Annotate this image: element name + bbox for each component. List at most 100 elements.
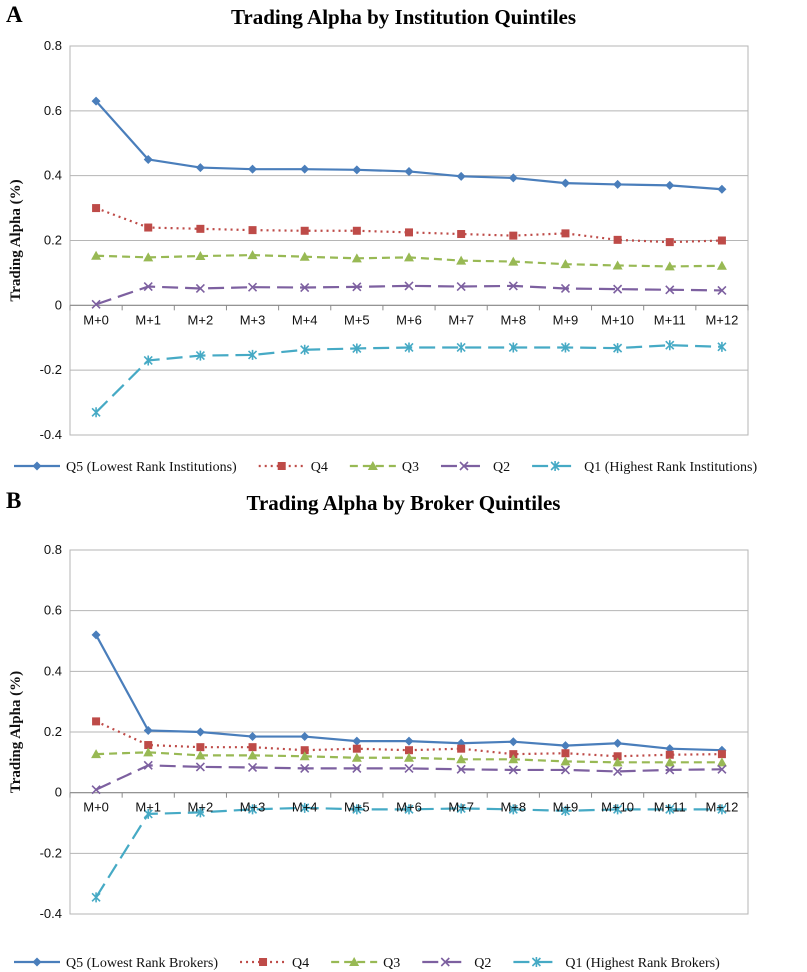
data-point: [508, 342, 518, 353]
panel-letter: A: [6, 2, 23, 27]
data-point: [456, 342, 466, 353]
data-point: [456, 803, 466, 814]
data-point: [716, 260, 727, 270]
series: [91, 96, 727, 194]
data-point: [247, 250, 258, 260]
legend-marker: [32, 461, 42, 471]
data-point: [91, 785, 101, 795]
data-point: [91, 250, 102, 260]
x-tick-label: M+1: [135, 312, 161, 327]
data-point: [300, 282, 310, 293]
data-point: [560, 765, 571, 775]
data-point: [665, 744, 675, 754]
panel-b: B Trading Alpha by Broker Quintiles -0.4…: [0, 486, 807, 972]
data-point: [143, 252, 154, 262]
x-tick-label: M+11: [654, 312, 686, 327]
data-point: [613, 343, 623, 354]
data-point: [560, 741, 570, 751]
data-point: [352, 736, 362, 746]
x-tick-label: M+12: [705, 312, 738, 327]
data-point: [508, 804, 518, 815]
series: [92, 717, 726, 761]
data-point: [404, 166, 414, 176]
legend-label: Q1 (Highest Rank Institutions): [584, 460, 757, 475]
legend-label: Q4: [311, 460, 328, 475]
data-point: [560, 342, 571, 353]
legend-label: Q3: [383, 956, 400, 971]
legend-label: Q5 (Lowest Rank Brokers): [66, 956, 218, 971]
data-point: [613, 284, 623, 294]
y-tick-label: -0.4: [40, 427, 62, 442]
data-point: [195, 163, 205, 173]
data-point: [457, 744, 466, 753]
data-point: [143, 154, 153, 164]
data-point: [560, 259, 571, 269]
data-point: [195, 762, 205, 772]
data-point: [508, 765, 518, 775]
x-tick-label: M+10: [601, 800, 634, 815]
data-point: [612, 260, 623, 270]
data-point: [404, 763, 414, 773]
data-point: [612, 757, 623, 767]
y-tick-label: -0.4: [40, 906, 62, 921]
data-point: [405, 228, 413, 237]
x-tick-label: M+6: [396, 800, 422, 815]
x-tick-label: M+6: [396, 312, 422, 327]
data-point: [352, 343, 362, 354]
panel-a: A Trading Alpha by Institution Quintiles…: [6, 2, 757, 475]
data-point: [247, 804, 258, 815]
y-tick-label: 0.2: [44, 233, 62, 248]
data-point: [665, 804, 675, 815]
data-point: [404, 752, 414, 762]
data-point: [613, 752, 622, 761]
data-point: [509, 231, 518, 240]
data-point: [613, 179, 623, 189]
y-tick-label: -0.2: [40, 362, 62, 377]
data-point: [456, 255, 467, 265]
y-tick-label: 0.8: [44, 542, 62, 557]
data-point: [300, 344, 310, 355]
data-point: [300, 732, 310, 742]
legend-label: Q1 (Highest Rank Brokers): [565, 956, 720, 971]
y-tick-label: 0.8: [44, 38, 62, 53]
data-point: [352, 226, 361, 235]
data-point: [299, 251, 310, 261]
legend-marker: [440, 957, 450, 967]
data-point: [717, 804, 727, 815]
x-tick-label: M+11: [654, 800, 686, 815]
data-point: [196, 743, 205, 752]
legend-label: Q4: [292, 956, 309, 971]
data-point: [300, 746, 309, 755]
series: [91, 281, 727, 309]
data-point: [247, 282, 258, 292]
data-point: [404, 804, 414, 815]
data-point: [560, 283, 571, 294]
data-point: [195, 727, 205, 737]
data-point: [664, 757, 675, 767]
x-tick-label: M+5: [344, 800, 370, 815]
panel-letter: B: [6, 488, 22, 513]
legend-label: Q2: [493, 460, 510, 475]
line-chart-b: -0.4 -0.2 0 0.2 0.4 0.6 0.8 M+0 M+1 M+2 M+3 M+4 M+5 M…: [8, 542, 749, 971]
data-point: [404, 252, 414, 262]
line-chart-a: -0.4 -0.2 0 0.2 0.4 0.6 0.8 M+0 M+1 M+2 M+3 M+4 M+5 M…: [8, 38, 757, 475]
data-point: [91, 630, 101, 640]
data-point: [508, 281, 518, 291]
series-line: [95, 634, 722, 752]
x-tick-label: M+5: [344, 312, 370, 327]
series: [91, 340, 727, 418]
series-line: [95, 284, 722, 306]
data-point: [509, 750, 518, 759]
data-point: [91, 892, 101, 903]
data-point: [665, 285, 675, 295]
data-point: [561, 749, 570, 758]
data-point: [508, 173, 518, 183]
data-point: [404, 281, 414, 291]
legend-marker: [32, 957, 42, 967]
y-tick-label: 0.2: [44, 724, 62, 739]
data-point: [665, 765, 675, 775]
x-tick-label: M+4: [292, 800, 318, 815]
y-tick-label: -0.2: [40, 845, 62, 860]
data-point: [299, 751, 310, 761]
y-axis-label: Trading Alpha (%): [8, 671, 24, 793]
